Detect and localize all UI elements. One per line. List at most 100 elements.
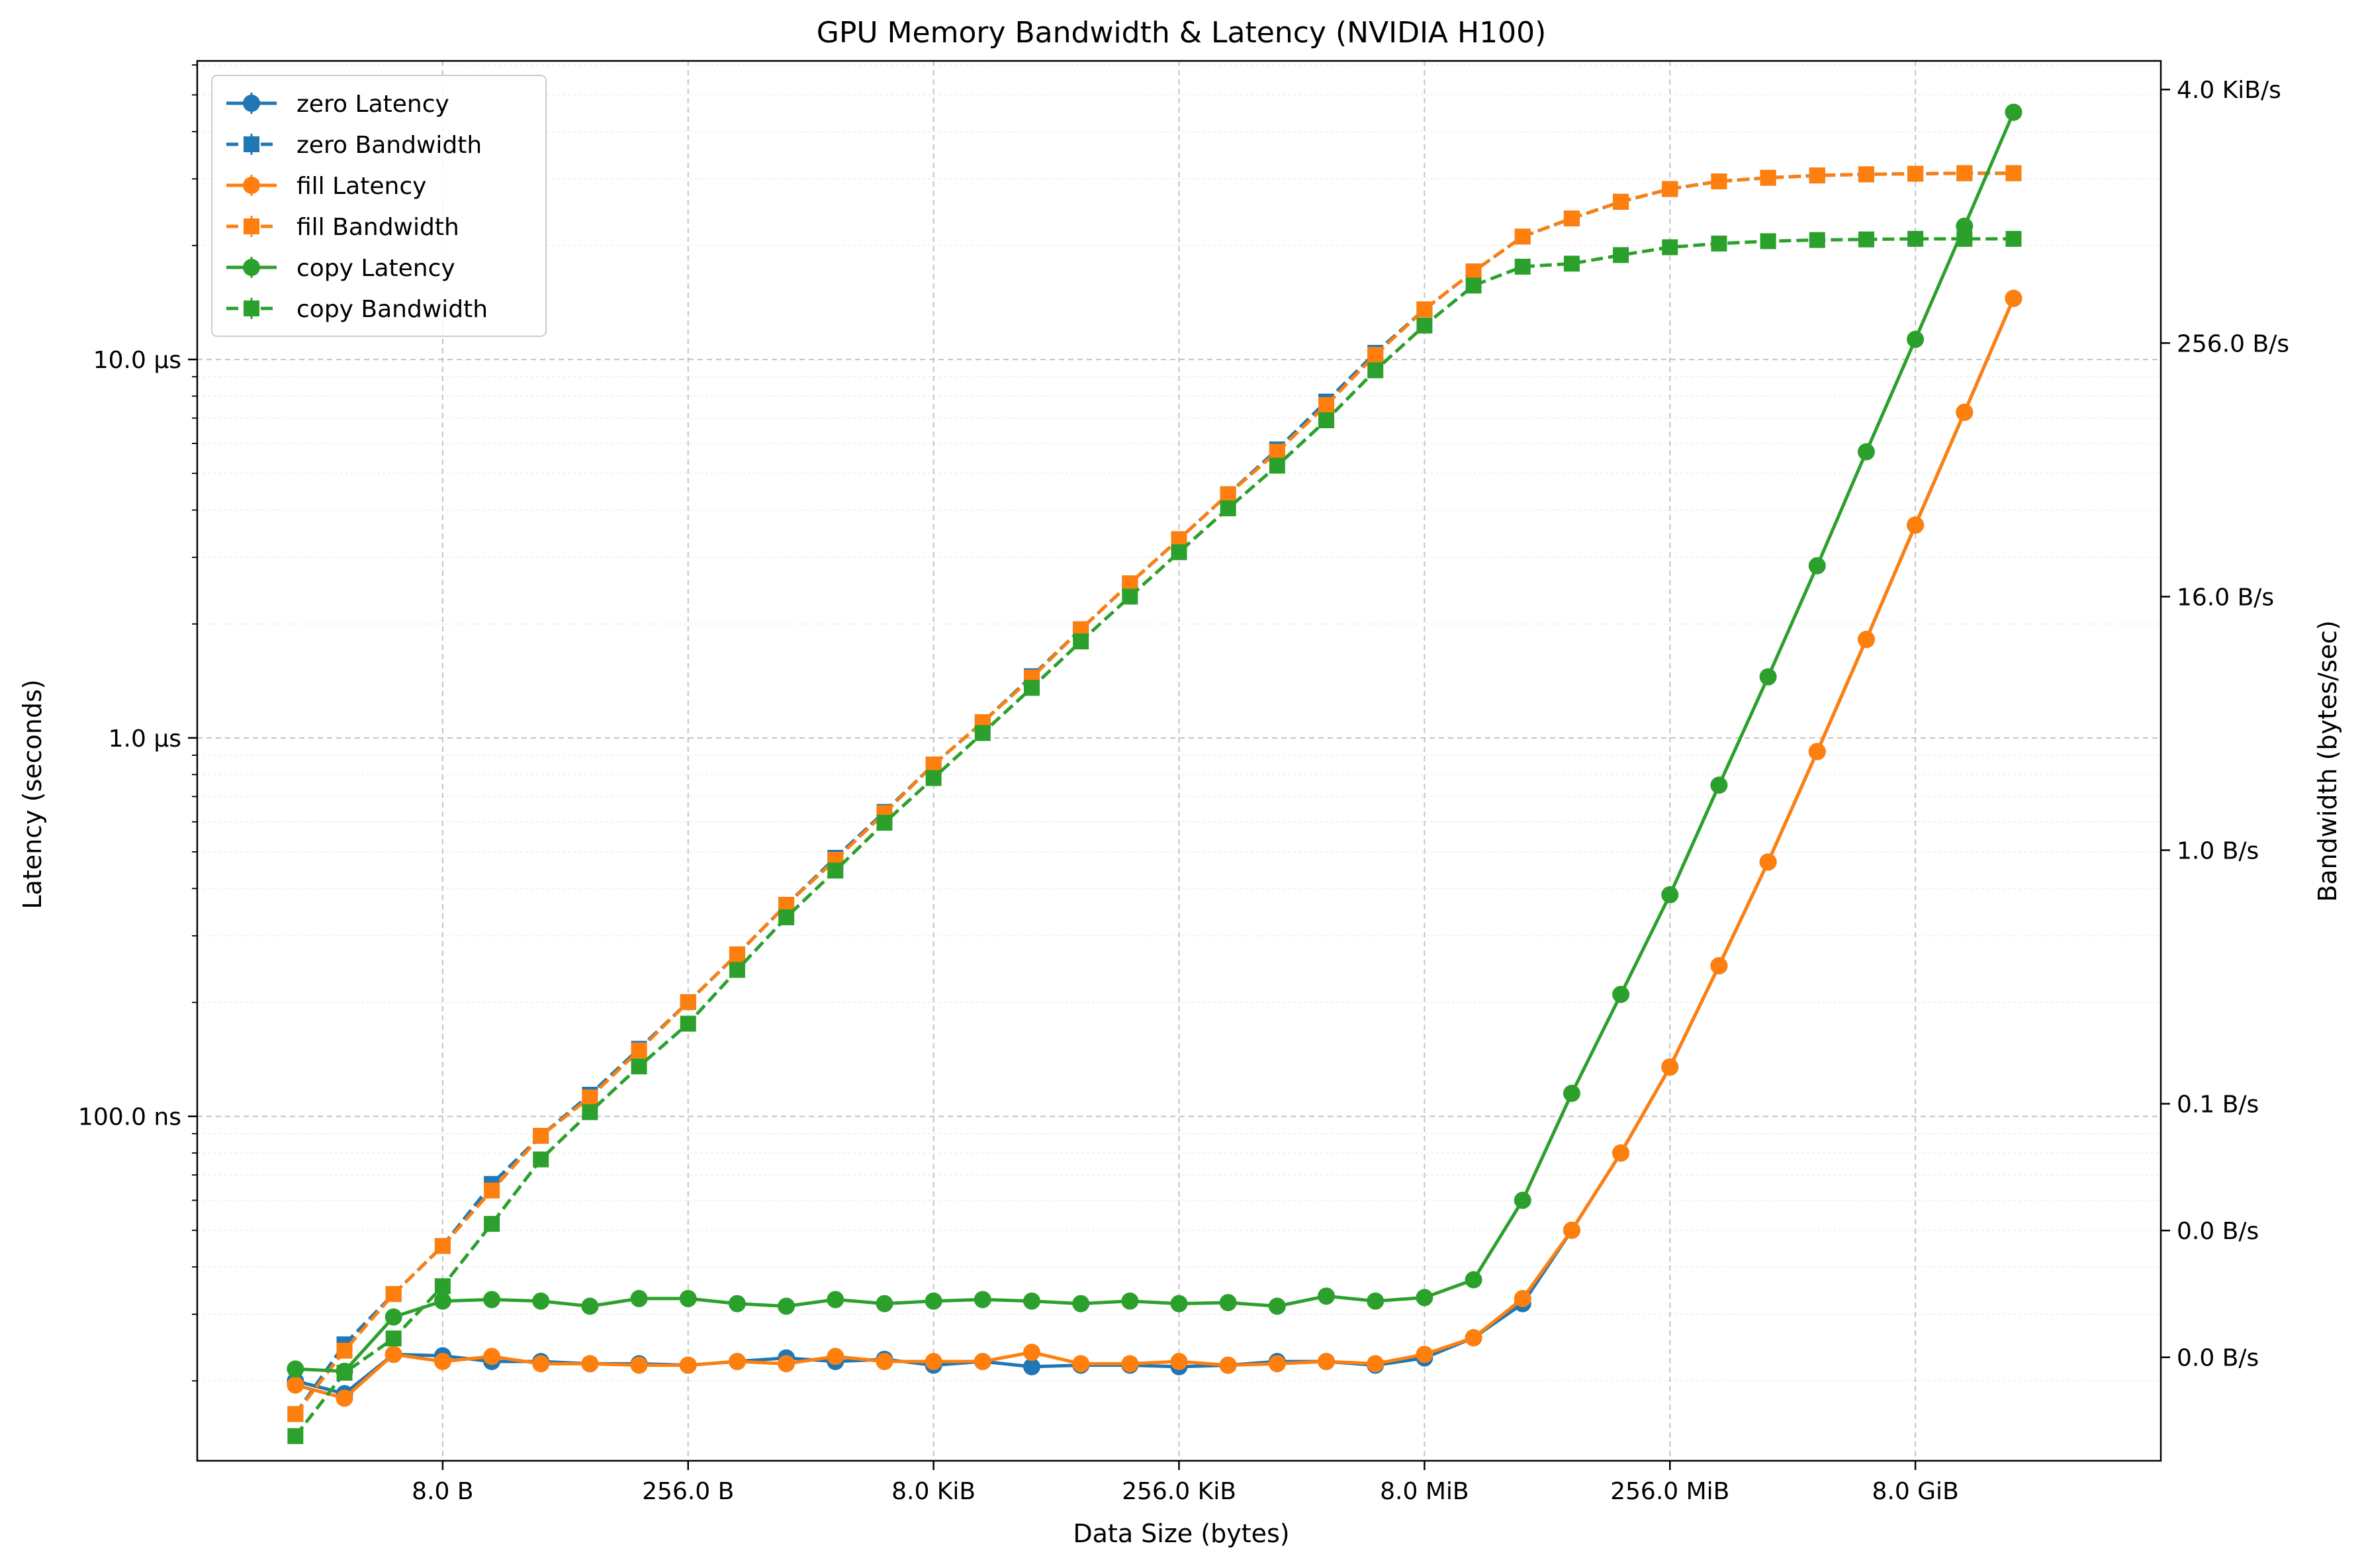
data-point (1711, 235, 1727, 252)
y-left-tick-label: 1.0 µs (109, 725, 181, 753)
data-point (1416, 317, 1433, 334)
legend-item: zero Latency (226, 91, 449, 118)
legend-label: copy Latency (296, 255, 455, 282)
x-tick-label: 8.0 MiB (1380, 1478, 1469, 1505)
series-group (287, 103, 2023, 1444)
data-point (336, 1389, 353, 1407)
data-point (1514, 258, 1531, 275)
data-point (1122, 588, 1138, 605)
data-point (680, 1015, 696, 1032)
data-point (1858, 166, 1874, 183)
data-point (1956, 217, 1974, 235)
legend-label: zero Latency (296, 91, 449, 118)
data-point (1662, 239, 1678, 255)
data-point (1367, 1355, 1385, 1373)
data-point (729, 962, 745, 978)
data-point (1760, 233, 1776, 250)
data-point (1514, 1289, 1531, 1307)
data-point (1023, 1344, 1040, 1361)
data-point (2005, 165, 2022, 181)
data-point (1710, 776, 1728, 794)
data-point (1171, 544, 1187, 561)
data-point (974, 725, 991, 741)
data-point (680, 993, 696, 1010)
data-point (778, 909, 795, 925)
data-point (827, 1348, 844, 1365)
data-point (1318, 396, 1335, 413)
y-axis-left-label: Latency (seconds) (18, 679, 47, 909)
data-point (1121, 1292, 1139, 1310)
data-point (1072, 1355, 1090, 1373)
data-point (1907, 230, 1924, 247)
legend-item: fill Bandwidth (226, 214, 459, 241)
data-point (287, 1428, 304, 1444)
x-tick-label: 256.0 KiB (1122, 1478, 1236, 1505)
y-axis-left: 100.0 ns 1.0 µs 10.0 µs (78, 64, 197, 1382)
data-point (1759, 668, 1777, 686)
data-point (385, 1330, 402, 1347)
data-point (1760, 169, 1776, 186)
data-point (1367, 1292, 1385, 1310)
data-point (1662, 181, 1678, 197)
y-left-tick-label: 100.0 ns (78, 1104, 181, 1131)
data-point (532, 1355, 550, 1373)
data-point (1219, 1294, 1237, 1312)
data-point (1612, 1144, 1630, 1162)
data-point (925, 1292, 942, 1310)
data-point (974, 1291, 991, 1309)
data-point (1613, 247, 1629, 263)
data-point (925, 1353, 942, 1371)
x-tick-label: 8.0 GiB (1872, 1478, 1958, 1505)
y-right-tick-label: 16.0 B/s (2177, 584, 2274, 611)
data-point (336, 1342, 353, 1359)
data-point (1563, 255, 1580, 272)
data-point (533, 1151, 549, 1168)
data-point (925, 757, 942, 773)
data-point (1269, 443, 1285, 460)
data-point (1514, 1191, 1531, 1209)
chart-title: GPU Memory Bandwidth & Latency (NVIDIA H… (817, 16, 1547, 50)
data-point (1023, 680, 1040, 696)
data-point (1858, 231, 1874, 248)
data-point (1808, 557, 1826, 575)
plot-area: 8.0 B 256.0 B 8.0 KiB 256.0 KiB 8.0 MiB 256.0… (78, 60, 2289, 1505)
data-point (582, 1089, 598, 1105)
data-point (1170, 1353, 1188, 1371)
data-point (1121, 1355, 1139, 1373)
data-point (1613, 193, 1629, 210)
data-point (336, 1364, 353, 1381)
y-axis-right-label: Bandwidth (bytes/sec) (2313, 620, 2342, 902)
data-point (2005, 103, 2023, 121)
data-point (433, 1292, 451, 1310)
data-point (1857, 631, 1875, 649)
data-point (1367, 347, 1384, 363)
series-line (294, 171, 2014, 1415)
data-point (778, 1355, 796, 1373)
data-point (1219, 1356, 1237, 1374)
data-point (1416, 301, 1433, 318)
data-point (484, 1216, 500, 1232)
data-point (1416, 1289, 1433, 1307)
y-axis-right: 0.0 B/s 0.0 B/s 0.1 B/s 1.0 B/s 16.0 B/s 256.… (2161, 77, 2289, 1372)
data-point (532, 1292, 550, 1310)
data-point (631, 1058, 647, 1075)
series-fill-latency (287, 289, 2023, 1407)
data-point (1907, 516, 1925, 534)
data-point (483, 1291, 501, 1309)
legend-marker (243, 259, 260, 276)
x-axis: 8.0 B 256.0 B 8.0 KiB 256.0 KiB 8.0 MiB 256.0… (412, 1461, 1959, 1505)
data-point (434, 1238, 451, 1254)
data-point (729, 946, 745, 962)
data-point (1956, 403, 1974, 421)
y-left-tick-label: 10.0 µs (93, 347, 181, 374)
data-point (385, 1286, 402, 1303)
data-point (1711, 173, 1727, 190)
data-point (385, 1308, 402, 1326)
data-point (1269, 457, 1285, 474)
data-point (827, 1291, 844, 1309)
legend-marker (244, 218, 259, 234)
series-copy-bandwidth (287, 230, 2022, 1444)
data-point (1023, 1292, 1040, 1310)
data-point (1023, 1358, 1040, 1375)
